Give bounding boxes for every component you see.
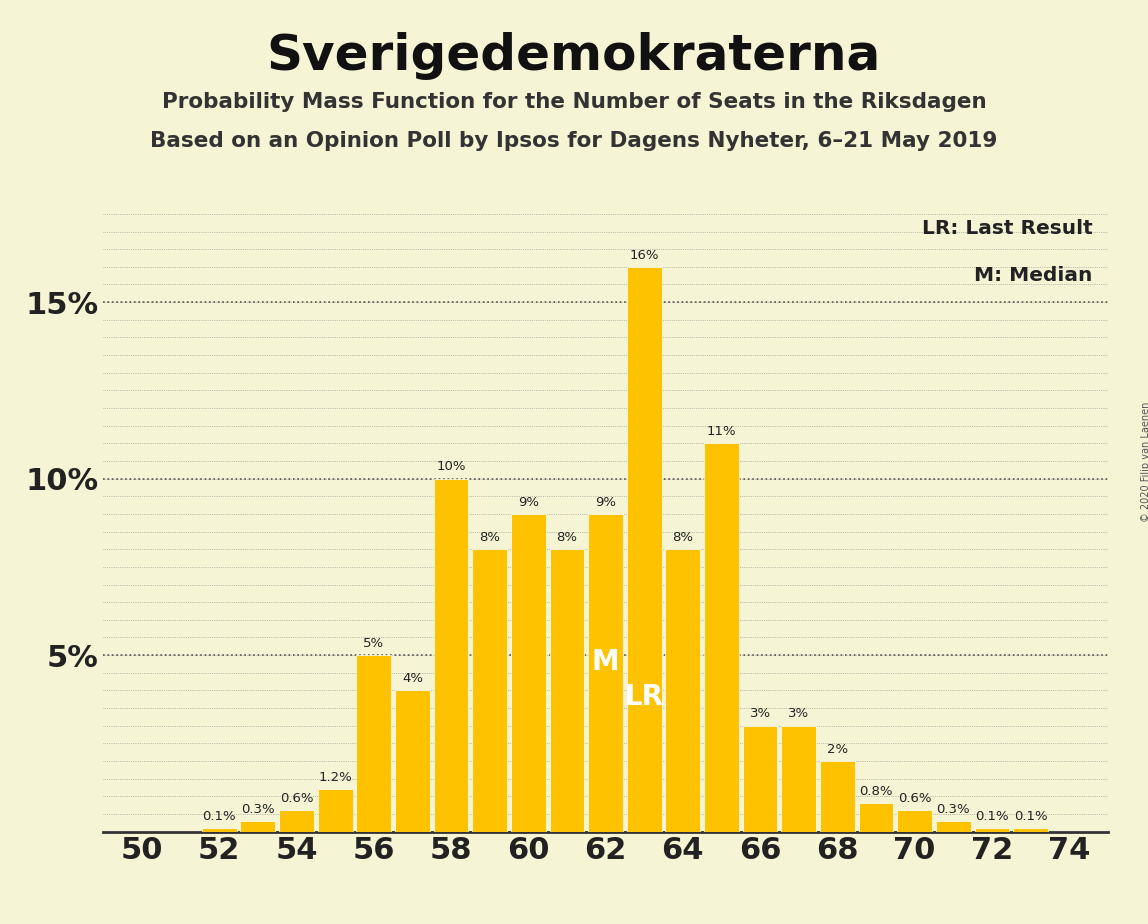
Bar: [704, 444, 739, 832]
Text: 0.8%: 0.8%: [859, 785, 893, 798]
Text: © 2020 Filip van Laenen: © 2020 Filip van Laenen: [1141, 402, 1148, 522]
Bar: [898, 810, 932, 832]
Text: 10%: 10%: [436, 460, 466, 473]
Text: M: Median: M: Median: [975, 266, 1093, 286]
Text: 9%: 9%: [518, 495, 538, 508]
Bar: [588, 514, 623, 832]
Text: 0.3%: 0.3%: [241, 803, 274, 816]
Text: 0.1%: 0.1%: [1014, 809, 1047, 822]
Text: 5%: 5%: [363, 637, 385, 650]
Text: 4%: 4%: [402, 672, 422, 685]
Text: 2%: 2%: [827, 743, 848, 756]
Bar: [936, 821, 971, 832]
Bar: [511, 514, 545, 832]
Text: 3%: 3%: [750, 708, 770, 721]
Text: Sverigedemokraterna: Sverigedemokraterna: [266, 32, 882, 80]
Text: 8%: 8%: [557, 531, 577, 544]
Text: 0.6%: 0.6%: [280, 792, 313, 805]
Text: Based on an Opinion Poll by Ipsos for Dagens Nyheter, 6–21 May 2019: Based on an Opinion Poll by Ipsos for Da…: [150, 131, 998, 152]
Text: 9%: 9%: [595, 495, 616, 508]
Text: 0.6%: 0.6%: [898, 792, 931, 805]
Text: 0.1%: 0.1%: [975, 809, 1009, 822]
Bar: [202, 828, 236, 832]
Bar: [240, 821, 276, 832]
Text: LR: LR: [625, 684, 664, 711]
Bar: [279, 810, 313, 832]
Bar: [472, 549, 507, 832]
Text: M: M: [591, 648, 620, 676]
Text: 11%: 11%: [707, 425, 736, 438]
Text: 3%: 3%: [789, 708, 809, 721]
Text: 0.3%: 0.3%: [937, 803, 970, 816]
Bar: [1014, 828, 1048, 832]
Bar: [434, 479, 468, 832]
Text: LR: Last Result: LR: Last Result: [922, 219, 1093, 238]
Bar: [627, 267, 661, 832]
Text: 8%: 8%: [673, 531, 693, 544]
Bar: [743, 725, 777, 832]
Bar: [356, 655, 391, 832]
Text: 0.1%: 0.1%: [202, 809, 236, 822]
Bar: [820, 761, 855, 832]
Bar: [782, 725, 816, 832]
Bar: [975, 828, 1009, 832]
Text: 16%: 16%: [629, 249, 659, 261]
Text: 8%: 8%: [479, 531, 501, 544]
Text: Probability Mass Function for the Number of Seats in the Riksdagen: Probability Mass Function for the Number…: [162, 92, 986, 113]
Bar: [859, 803, 893, 832]
Bar: [666, 549, 700, 832]
Bar: [318, 789, 352, 832]
Bar: [395, 690, 429, 832]
Text: 1.2%: 1.2%: [318, 771, 352, 784]
Bar: [550, 549, 584, 832]
